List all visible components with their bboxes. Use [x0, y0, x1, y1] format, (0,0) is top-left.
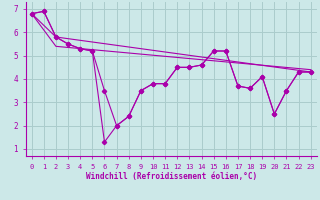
X-axis label: Windchill (Refroidissement éolien,°C): Windchill (Refroidissement éolien,°C) — [86, 172, 257, 181]
